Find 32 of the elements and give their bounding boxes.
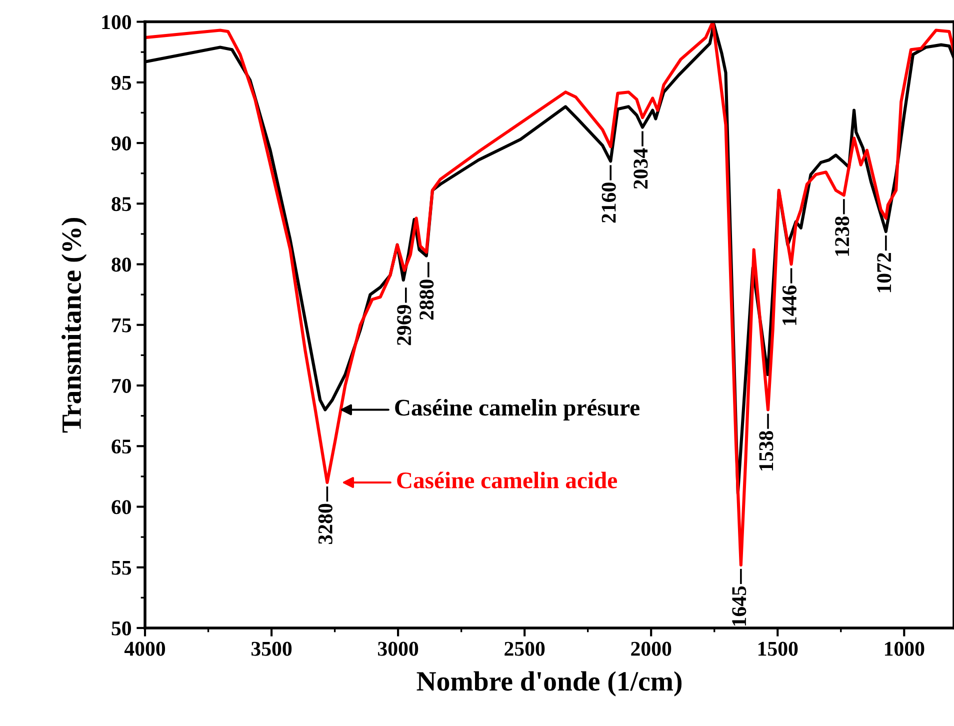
y-tick-label: 100 xyxy=(102,15,132,30)
annotation: 2969 xyxy=(397,305,412,346)
annotation: 2034 xyxy=(634,148,648,189)
annotation: 2880 xyxy=(420,280,434,320)
legend-label: Caséine camelin acide xyxy=(397,472,617,488)
x-tick-label: 4000 xyxy=(124,642,166,656)
x-tick-label: 3000 xyxy=(378,642,418,656)
annotation: 1238 xyxy=(835,216,850,256)
y-tick-label: 90 xyxy=(112,136,132,150)
y-tick-label: 65 xyxy=(112,440,132,454)
legend-label: Caséine camelin présure xyxy=(395,399,640,420)
annotation: 1072 xyxy=(877,253,892,292)
y-tick-label: 75 xyxy=(112,318,132,332)
y-tick-label: 85 xyxy=(112,197,132,212)
y-tick-label: 50 xyxy=(112,621,132,636)
y-tick-label: 60 xyxy=(112,500,132,514)
annotation: 1645 xyxy=(732,586,746,626)
annotation: 3280 xyxy=(318,504,332,544)
y-tick-label: 55 xyxy=(112,560,132,575)
y-tick-label: 70 xyxy=(112,378,132,393)
x-tick-label: 3500 xyxy=(251,642,292,656)
x-tick-label: 2500 xyxy=(504,642,545,656)
annotation: 1538 xyxy=(759,431,774,470)
y-tick-label: 95 xyxy=(112,76,132,90)
x-tick-label: 2000 xyxy=(631,642,672,656)
annotation: 1446 xyxy=(782,285,797,325)
y-axis-title: Transmitance (%) xyxy=(61,218,87,433)
x-axis-title: Nombre d'onde (1/cm) xyxy=(416,671,682,696)
annotation: 2160 xyxy=(602,182,616,223)
x-tick-label: 1000 xyxy=(884,642,924,656)
x-tick-label: 1500 xyxy=(758,642,798,656)
y-tick-label: 80 xyxy=(112,258,132,272)
